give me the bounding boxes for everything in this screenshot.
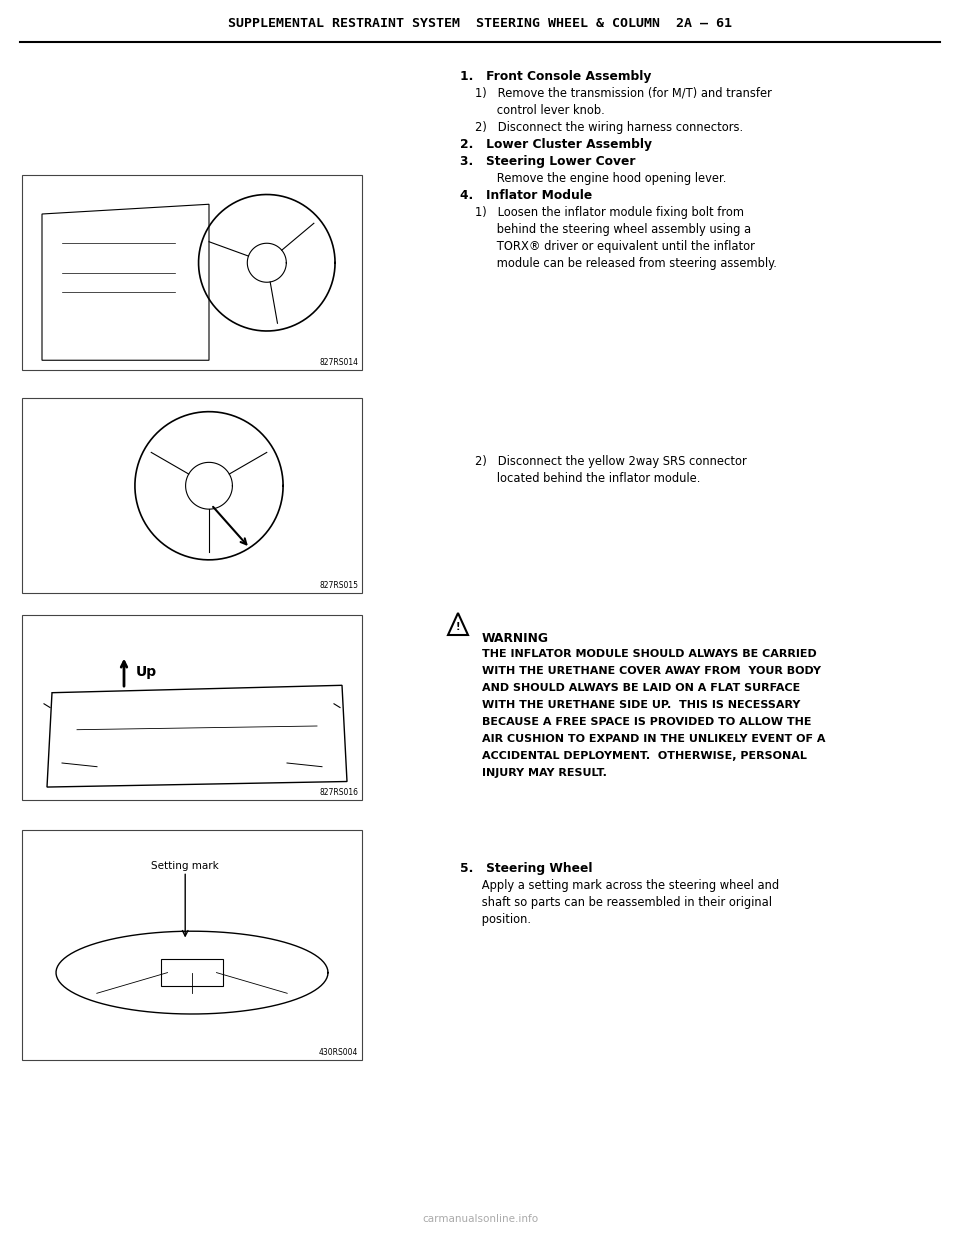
Bar <box>22 615 362 800</box>
Polygon shape <box>448 614 468 635</box>
Text: 5.   Steering Wheel: 5. Steering Wheel <box>460 862 592 876</box>
Text: THE INFLATOR MODULE SHOULD ALWAYS BE CARRIED: THE INFLATOR MODULE SHOULD ALWAYS BE CAR… <box>482 650 817 660</box>
Text: BECAUSE A FREE SPACE IS PROVIDED TO ALLOW THE: BECAUSE A FREE SPACE IS PROVIDED TO ALLO… <box>482 717 811 727</box>
Text: ACCIDENTAL DEPLOYMENT.  OTHERWISE, PERSONAL: ACCIDENTAL DEPLOYMENT. OTHERWISE, PERSON… <box>482 751 806 761</box>
Text: 2.   Lower Cluster Assembly: 2. Lower Cluster Assembly <box>460 138 652 152</box>
Text: 2)   Disconnect the wiring harness connectors.: 2) Disconnect the wiring harness connect… <box>475 120 743 134</box>
Text: shaft so parts can be reassembled in their original: shaft so parts can be reassembled in the… <box>460 895 772 909</box>
Text: AIR CUSHION TO EXPAND IN THE UNLIKELY EVENT OF A: AIR CUSHION TO EXPAND IN THE UNLIKELY EV… <box>482 734 826 744</box>
Text: SUPPLEMENTAL RESTRAINT SYSTEM  STEERING WHEEL & COLUMN  2A – 61: SUPPLEMENTAL RESTRAINT SYSTEM STEERING W… <box>228 17 732 30</box>
Text: position.: position. <box>460 913 531 927</box>
Text: !: ! <box>456 622 460 632</box>
Text: AND SHOULD ALWAYS BE LAID ON A FLAT SURFACE: AND SHOULD ALWAYS BE LAID ON A FLAT SURF… <box>482 683 801 693</box>
Text: 1.   Front Console Assembly: 1. Front Console Assembly <box>460 70 652 83</box>
Text: TORX® driver or equivalent until the inflator: TORX® driver or equivalent until the inf… <box>475 240 755 253</box>
Text: located behind the inflator module.: located behind the inflator module. <box>475 472 701 484</box>
Text: INJURY MAY RESULT.: INJURY MAY RESULT. <box>482 768 607 777</box>
Text: 827RS016: 827RS016 <box>319 787 358 797</box>
Text: 1)   Remove the transmission (for M/T) and transfer: 1) Remove the transmission (for M/T) and… <box>475 87 772 101</box>
Bar <box>161 959 223 986</box>
Bar <box>22 397 362 592</box>
Text: 1)   Loosen the inflator module fixing bolt from: 1) Loosen the inflator module fixing bol… <box>475 206 744 219</box>
Text: module can be released from steering assembly.: module can be released from steering ass… <box>475 257 777 270</box>
Text: Setting mark: Setting mark <box>152 862 219 872</box>
Text: WITH THE URETHANE SIDE UP.  THIS IS NECESSARY: WITH THE URETHANE SIDE UP. THIS IS NECES… <box>482 700 801 710</box>
Text: WITH THE URETHANE COVER AWAY FROM  YOUR BODY: WITH THE URETHANE COVER AWAY FROM YOUR B… <box>482 666 821 676</box>
Text: 827RS014: 827RS014 <box>319 358 358 366</box>
Text: WARNING: WARNING <box>482 632 549 645</box>
Bar <box>22 830 362 1059</box>
Text: Remove the engine hood opening lever.: Remove the engine hood opening lever. <box>475 171 727 185</box>
Text: 430RS004: 430RS004 <box>319 1048 358 1057</box>
Text: 3.   Steering Lower Cover: 3. Steering Lower Cover <box>460 155 636 168</box>
Text: behind the steering wheel assembly using a: behind the steering wheel assembly using… <box>475 224 751 236</box>
Text: control lever knob.: control lever knob. <box>475 104 605 117</box>
Text: Up: Up <box>136 666 157 679</box>
Bar <box>22 175 362 370</box>
Text: 2)   Disconnect the yellow 2way SRS connector: 2) Disconnect the yellow 2way SRS connec… <box>475 455 747 468</box>
Text: Apply a setting mark across the steering wheel and: Apply a setting mark across the steering… <box>460 879 780 892</box>
Text: 827RS015: 827RS015 <box>319 581 358 590</box>
Text: carmanualsonline.info: carmanualsonline.info <box>422 1213 538 1225</box>
Text: 4.   Inflator Module: 4. Inflator Module <box>460 189 592 202</box>
